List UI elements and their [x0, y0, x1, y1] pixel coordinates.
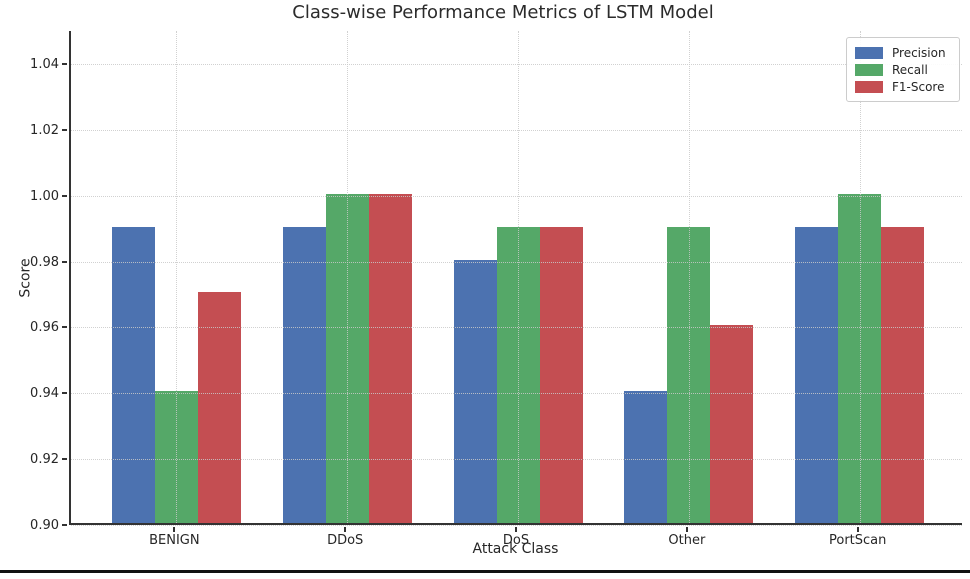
y-tick-label: 1.04 — [30, 56, 59, 72]
bar-precision-other — [624, 391, 668, 523]
y-tick-label: 0.92 — [30, 452, 59, 468]
y-tick-label: 1.00 — [30, 188, 59, 204]
bar-f1-score-other — [710, 325, 754, 523]
y-tick-mark — [62, 128, 67, 131]
y-tick-mark — [62, 524, 67, 526]
y-tick-label: 0.90 — [30, 518, 59, 533]
y-tick-label: 0.94 — [30, 386, 59, 402]
bar-recall-portscan — [838, 193, 882, 523]
plot-area — [69, 31, 962, 526]
bar-f1-score-ddos — [368, 193, 412, 523]
bar-precision-dos — [453, 259, 497, 523]
y-tick-mark — [62, 62, 67, 65]
y-tick-label: 0.98 — [30, 254, 59, 270]
x-axis-label: Attack Class — [472, 541, 559, 557]
legend-item: Recall — [855, 61, 951, 78]
gridline-h — [71, 129, 962, 131]
legend-label: F1-Score — [892, 79, 945, 94]
y-tick-mark — [62, 260, 67, 263]
bar-recall-dos — [496, 226, 540, 523]
legend-item: F1-Score — [855, 78, 951, 95]
legend: Precision Recall F1-Score — [846, 37, 960, 102]
legend-label: Precision — [892, 45, 946, 60]
bar-f1-score-benign — [197, 292, 241, 523]
gridline-h — [71, 525, 962, 526]
x-tick-label: PortScan — [828, 533, 887, 548]
x-tick-label: DoS — [502, 533, 530, 548]
x-tick-label: DDoS — [327, 533, 364, 548]
legend-swatch-icon — [855, 63, 883, 76]
bar-precision-benign — [111, 226, 155, 523]
bar-recall-ddos — [325, 193, 369, 523]
y-tick-label: 1.02 — [30, 122, 59, 138]
bottom-rule — [0, 570, 970, 573]
x-tick-mark — [173, 527, 176, 532]
legend-label: Recall — [892, 62, 928, 77]
y-tick-mark — [62, 458, 67, 461]
x-tick-label: Other — [668, 533, 706, 548]
x-tick-label: BENIGN — [149, 533, 200, 548]
y-tick-mark — [62, 326, 67, 329]
x-tick-mark — [344, 527, 347, 532]
bar-recall-other — [667, 226, 711, 523]
bar-precision-portscan — [795, 226, 839, 523]
gridline-h — [71, 63, 962, 65]
gridline-h — [71, 195, 962, 197]
bar-precision-ddos — [282, 226, 326, 523]
y-tick-mark — [62, 194, 67, 197]
bar-recall-benign — [154, 391, 198, 523]
x-tick-mark — [685, 527, 688, 532]
bar-f1-score-dos — [539, 226, 583, 523]
y-tick-mark — [62, 392, 67, 395]
bar-f1-score-portscan — [881, 226, 925, 523]
x-tick-mark — [856, 527, 859, 532]
chart-title: Class-wise Performance Metrics of LSTM M… — [292, 2, 714, 23]
x-tick-mark — [515, 527, 518, 532]
legend-swatch-icon — [855, 80, 883, 93]
y-tick-label: 0.96 — [30, 320, 59, 336]
legend-swatch-icon — [855, 46, 883, 59]
legend-item: Precision — [855, 44, 951, 61]
